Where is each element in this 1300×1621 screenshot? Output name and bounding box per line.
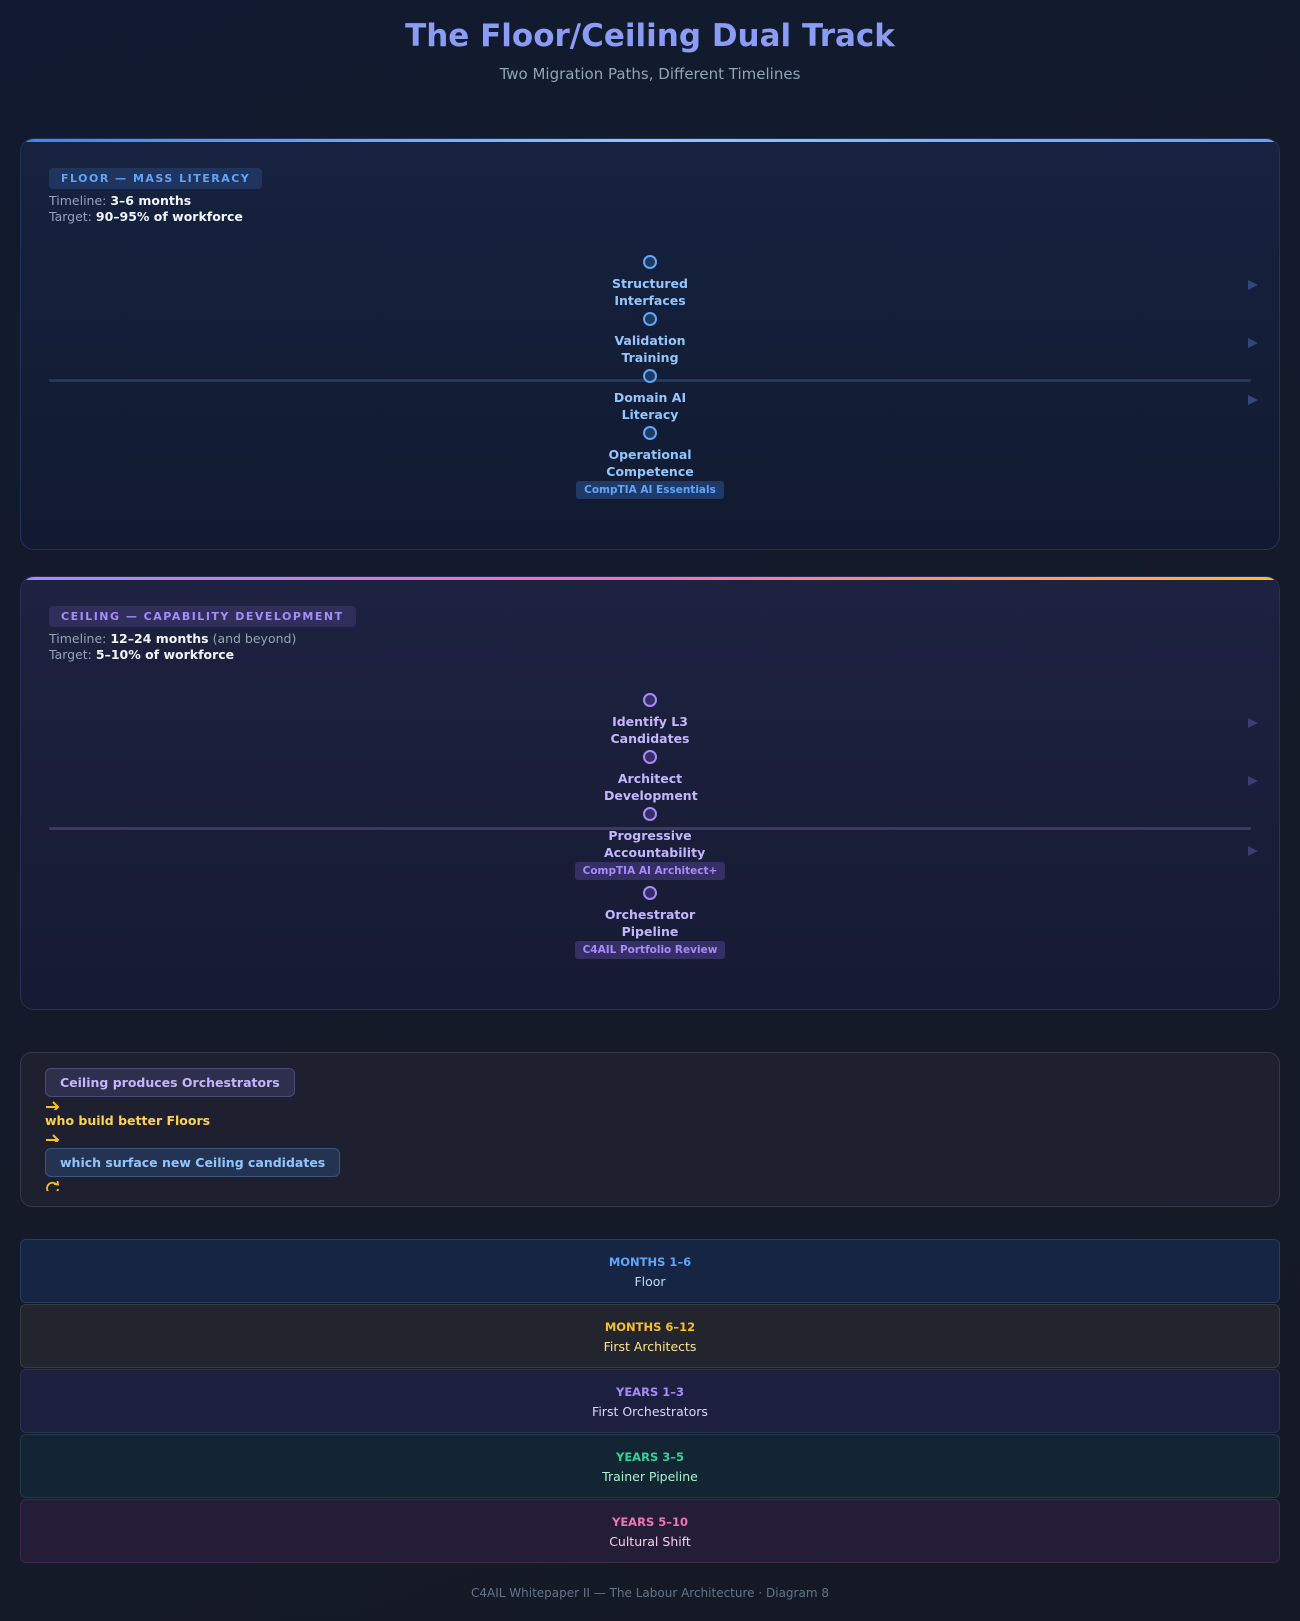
label: Timeline: bbox=[49, 631, 107, 646]
phase-period: MONTHS 1–6 bbox=[608, 1255, 692, 1269]
phase-row: YEARS 1–3 First Orchestrators bbox=[20, 1369, 1280, 1433]
phase-row: MONTHS 6–12 First Architects bbox=[20, 1304, 1280, 1368]
step-node bbox=[643, 255, 657, 269]
step-label: Orchestrator Pipeline bbox=[604, 907, 696, 939]
phase-row: MONTHS 1–6 Floor bbox=[20, 1239, 1280, 1303]
label: Target: bbox=[49, 209, 92, 224]
phase-period: YEARS 5–10 bbox=[612, 1515, 688, 1529]
phase-period: MONTHS 6–12 bbox=[604, 1320, 696, 1334]
value: 90–95% of workforce bbox=[95, 209, 243, 224]
steps: Structured Interfaces Validation Training… bbox=[21, 255, 1279, 505]
step-label: Identify L3 Candidates bbox=[610, 714, 690, 746]
phase-label: Trainer Pipeline bbox=[602, 1469, 698, 1484]
phase-row: YEARS 5–10 Cultural Shift bbox=[20, 1499, 1280, 1563]
cert-tag: C4AIL Portfolio Review bbox=[574, 941, 726, 959]
title: The Floor/Ceiling Dual Track bbox=[405, 18, 895, 54]
value: 3–6 months bbox=[110, 193, 192, 208]
cert-tag: CompTIA AI Essentials bbox=[576, 481, 724, 499]
cycle-item: which surface new Ceiling candidates bbox=[45, 1148, 341, 1178]
cycle-item: Ceiling produces Orchestrators bbox=[45, 1068, 295, 1097]
arrow bbox=[1248, 395, 1258, 405]
step-node bbox=[643, 426, 657, 440]
arrow bbox=[1248, 338, 1258, 348]
phase-row: YEARS 3–5 Trainer Pipeline bbox=[20, 1434, 1280, 1498]
step-node bbox=[643, 750, 657, 764]
ceiling-card: CEILING — CAPABILITY DEVELOPMENT Timelin… bbox=[20, 576, 1280, 1010]
label: Timeline: bbox=[49, 193, 107, 208]
cycle-item: who build better Floors bbox=[45, 1112, 211, 1128]
steps: Identify L3 Candidates Architect Developm… bbox=[21, 693, 1279, 965]
step: Architect Development bbox=[604, 750, 698, 807]
step-node bbox=[643, 807, 657, 821]
step: Progressive Accountability bbox=[604, 807, 706, 864]
arrow bbox=[1248, 280, 1258, 290]
loop-icon bbox=[46, 1180, 60, 1191]
step-node bbox=[643, 312, 657, 326]
step: Validation Training bbox=[604, 312, 696, 369]
step-label: Progressive Accountability bbox=[604, 828, 706, 860]
phase-label: First Architects bbox=[603, 1339, 697, 1354]
step-label: Structured Interfaces bbox=[612, 276, 688, 308]
badge: CEILING — CAPABILITY DEVELOPMENT bbox=[49, 606, 356, 627]
phase-label: Floor bbox=[634, 1274, 666, 1289]
floor-card: FLOOR — MASS LITERACY Timeline: 3–6 mont… bbox=[20, 138, 1280, 550]
arrow bbox=[1248, 718, 1258, 728]
subtitle: Two Migration Paths, Different Timelines bbox=[499, 65, 801, 83]
step-label: Architect Development bbox=[604, 771, 698, 803]
note: (and beyond) bbox=[212, 631, 297, 646]
timeline: Timeline: 12–24 months (and beyond) bbox=[49, 631, 296, 646]
step: Operational Competence bbox=[604, 426, 696, 483]
step: Structured Interfaces bbox=[604, 255, 696, 312]
step-label: Validation Training bbox=[614, 333, 686, 365]
arrow bbox=[1248, 776, 1258, 786]
step-label: Domain AI Literacy bbox=[613, 390, 687, 422]
arrow bbox=[46, 1133, 60, 1143]
timeline: Timeline: 3–6 months bbox=[49, 193, 191, 208]
step: Identify L3 Candidates bbox=[604, 693, 696, 750]
arrow bbox=[46, 1101, 60, 1110]
target: Target: 5–10% of workforce bbox=[49, 647, 234, 662]
footer: C4AIL Whitepaper II — The Labour Archite… bbox=[471, 1586, 829, 1600]
cycle-box: Ceiling produces Orchestrators who build… bbox=[20, 1052, 1280, 1207]
target: Target: 90–95% of workforce bbox=[49, 209, 243, 224]
value: 5–10% of workforce bbox=[95, 647, 235, 662]
phase-period: YEARS 3–5 bbox=[616, 1450, 684, 1464]
badge: FLOOR — MASS LITERACY bbox=[49, 168, 263, 189]
cert-tag: CompTIA AI Architect+ bbox=[574, 862, 726, 880]
phase-period: YEARS 1–3 bbox=[616, 1385, 684, 1399]
step-node bbox=[643, 693, 657, 707]
phase-label: Cultural Shift bbox=[609, 1534, 691, 1549]
arrow bbox=[1248, 846, 1258, 856]
value: 12–24 months bbox=[110, 631, 209, 646]
step-node bbox=[643, 369, 657, 383]
track-line bbox=[49, 827, 1251, 830]
step-label: Operational Competence bbox=[606, 447, 694, 479]
phase-label: First Orchestrators bbox=[592, 1404, 708, 1419]
step: Orchestrator Pipeline bbox=[604, 886, 696, 943]
step-node bbox=[643, 886, 657, 900]
label: Target: bbox=[49, 647, 92, 662]
step: Domain AI Literacy bbox=[604, 369, 696, 426]
